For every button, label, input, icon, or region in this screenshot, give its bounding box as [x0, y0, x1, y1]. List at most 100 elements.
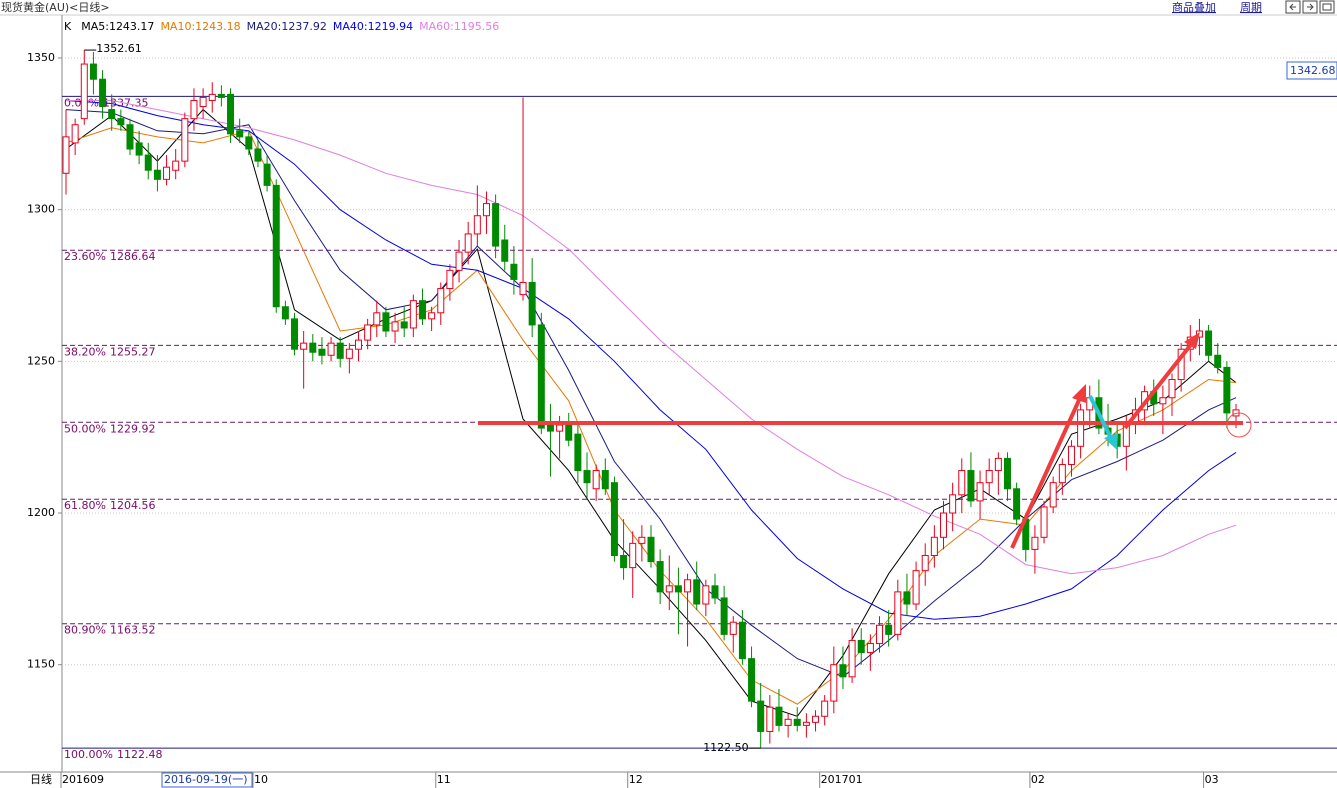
candle-body [940, 512, 947, 538]
candle-body [876, 624, 884, 644]
candle-body [839, 664, 847, 678]
y-tick-label: 1350 [27, 51, 55, 64]
candle-body [437, 288, 445, 314]
candle-body [610, 482, 618, 556]
candle-body [117, 118, 125, 126]
candle-body [574, 433, 582, 472]
ma-line [66, 100, 1237, 575]
candle-body [364, 324, 372, 341]
plot: 115012001250130013500.00%1337.3523.60%12… [27, 20, 1337, 788]
candle-body [1177, 348, 1185, 381]
candle-body [464, 233, 472, 253]
fib-label: 61.80% 1204.56 [64, 499, 155, 512]
fib-ratio: 100.00% [64, 748, 113, 761]
candle-body [674, 585, 682, 593]
red-arrow-shaft [1123, 340, 1195, 430]
candle-body [830, 664, 838, 702]
fib-ratio: 80.90% [64, 624, 106, 637]
candle-body [236, 130, 244, 138]
candle-body [1040, 506, 1048, 538]
overlay-button[interactable]: 商品叠加 [1172, 0, 1216, 14]
fib-value: 1204.56 [110, 499, 156, 512]
candle-body [300, 342, 308, 350]
period-label: 日线 [30, 772, 52, 786]
candle-body [738, 621, 746, 660]
fib-ratio: 50.00% [64, 422, 106, 435]
candle-body [748, 658, 756, 702]
prev-arrow [1289, 3, 1296, 11]
fib-label: 100.00% 1122.48 [64, 748, 162, 761]
candle-body [409, 300, 417, 329]
circle-mark [1226, 412, 1252, 438]
fib-label: 38.20% 1255.27 [64, 345, 155, 358]
candle-body [528, 281, 536, 326]
candle-body [291, 318, 299, 350]
candle-body [373, 312, 381, 326]
x-tick-label: 02 [1031, 773, 1045, 786]
candle-body [254, 148, 262, 162]
candle-body [80, 63, 88, 120]
candle-body [720, 597, 728, 635]
candle-body [930, 536, 938, 556]
period-button[interactable]: 周期 [1240, 1, 1262, 14]
fib-value: 1286.64 [110, 250, 156, 263]
candle-body [866, 642, 874, 654]
red-arrow-head [1184, 332, 1200, 349]
candle-body [482, 203, 490, 217]
candle-body [446, 269, 454, 290]
x-tick-label: 10 [254, 773, 268, 786]
next-arrow [1307, 3, 1314, 11]
fib-ratio: 23.60% [64, 250, 106, 263]
fib-label: 50.00% 1229.92 [64, 422, 155, 435]
candle-body [71, 124, 79, 144]
candle-body [857, 639, 865, 654]
fib-ratio: 38.20% [64, 345, 106, 358]
nav-icons [1285, 0, 1335, 14]
candle-body [336, 342, 344, 359]
fib-value: 1122.48 [117, 748, 163, 761]
candle-body [1031, 536, 1039, 550]
candle-body [1214, 354, 1222, 368]
candle-body [163, 166, 171, 180]
candle-body [473, 215, 481, 235]
candle-body [775, 706, 783, 726]
candle-body [620, 554, 628, 569]
candle-body [583, 470, 591, 484]
candle-body [702, 585, 710, 605]
candle-body [1168, 379, 1176, 399]
candle-body [190, 99, 198, 120]
candle-body [1205, 330, 1213, 356]
legend-entry: MA10:1243.18 [160, 20, 240, 33]
candle-body [711, 585, 719, 599]
candle-body [693, 579, 701, 605]
candle-body [784, 718, 792, 726]
candle-body [1223, 366, 1231, 414]
candle-body [400, 321, 408, 329]
fib-value: 1229.92 [110, 422, 156, 435]
high-label: 1352.61 [96, 42, 142, 55]
candle-body [327, 342, 335, 356]
candle-body [217, 93, 225, 98]
candle-body [812, 715, 820, 723]
candle-body [885, 624, 893, 635]
y-tick-label: 1250 [27, 354, 55, 367]
candle-body [766, 706, 774, 732]
candle-body [382, 312, 390, 332]
candle-body [1077, 409, 1085, 447]
candle-body [108, 109, 116, 120]
fib-label: 80.90% 1163.52 [64, 624, 155, 637]
red-arrow-shaft [1010, 397, 1082, 549]
candle-body [684, 579, 692, 593]
candle-body [949, 494, 957, 514]
candle-body [848, 639, 856, 678]
candle-body [318, 348, 326, 356]
candle-body [172, 160, 180, 171]
cursor-date: 2016-09-19(一) [164, 773, 248, 786]
expand-icon[interactable] [1319, 0, 1335, 14]
legend-entry: MA20:1237.92 [247, 20, 327, 33]
candle-body [629, 542, 637, 569]
low-label: 1122.50 [703, 741, 749, 754]
candle-body [656, 561, 664, 593]
candle-body [1003, 457, 1011, 490]
